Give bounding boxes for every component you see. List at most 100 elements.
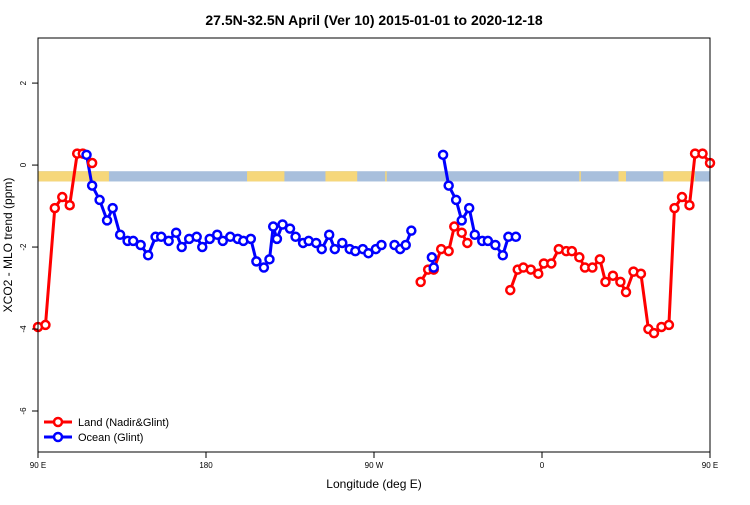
ocean-data-point: [406, 225, 417, 236]
ocean-data-point: [290, 231, 301, 243]
ocean-data-point: [267, 221, 279, 232]
land-data-point: [456, 227, 467, 238]
y-tick-label: 0: [19, 162, 28, 167]
y-axis: 2 0 -2 -4 -6: [19, 80, 38, 415]
ocean-data-point: [114, 229, 126, 241]
ocean-data-point: [251, 256, 262, 267]
ocean-data-point: [490, 239, 501, 251]
x-tick-label: 90 W: [365, 461, 384, 470]
land-ocean-band: [38, 171, 710, 182]
land-data-point: [64, 199, 75, 211]
land-data-point: [415, 276, 426, 288]
land-data-point: [615, 276, 626, 288]
land-data-point: [574, 252, 585, 263]
land-data-point: [663, 319, 675, 331]
land-data-point: [620, 286, 632, 298]
chart-title: 27.5N-32.5N April (Ver 10) 2015-01-01 to…: [205, 12, 542, 28]
ocean-data-point: [176, 241, 187, 253]
ocean-data-point: [245, 233, 257, 245]
x-axis-label: Longitude (deg E): [326, 477, 421, 491]
ocean-band: [38, 171, 710, 182]
x-tick-label: 90 E: [702, 461, 718, 470]
legend-ocean-marker: [52, 431, 64, 443]
ocean-data-point: [329, 243, 341, 255]
land-band-segment: [247, 171, 285, 182]
land-data-point: [697, 148, 708, 159]
y-tick-label: -6: [19, 407, 28, 415]
land-data-point: [49, 202, 61, 214]
y-tick-label: 2: [19, 80, 28, 85]
ocean-data-point: [94, 194, 105, 206]
ocean-data-point: [277, 219, 288, 230]
land-band-segment: [618, 171, 626, 182]
ocean-data-point: [337, 237, 348, 249]
land-data-point: [449, 221, 460, 232]
ocean-data-point: [264, 254, 275, 265]
land-band-segment: [325, 171, 358, 182]
ocean-data-point: [450, 194, 462, 206]
ocean-data-point: [510, 231, 522, 243]
land-data-point: [669, 202, 680, 214]
legend-land-marker: [52, 416, 64, 428]
x-axis: 90 E 180 90 W 0 90 E: [30, 452, 718, 470]
land-data-point: [505, 284, 516, 296]
land-data-point: [684, 199, 695, 211]
ocean-data-point: [271, 233, 283, 245]
ocean-data-point: [443, 180, 454, 191]
ocean-data-point: [211, 229, 223, 241]
y-tick-label: -2: [19, 243, 28, 251]
x-tick-label: 90 E: [30, 461, 46, 470]
ocean-data-point: [142, 249, 154, 261]
ocean-data-point: [204, 233, 215, 245]
ocean-data-point: [258, 262, 270, 273]
ocean-data-point: [482, 235, 494, 247]
ocean-data-point: [363, 247, 374, 259]
ocean-data-point: [437, 149, 449, 161]
ocean-data-point: [217, 235, 229, 247]
ocean-data-point: [155, 231, 167, 243]
land-data-point: [40, 319, 51, 331]
x-tick-label: 180: [199, 461, 213, 470]
land-data-point: [648, 327, 660, 339]
ocean-data-point: [400, 239, 411, 251]
x-tick-label: 0: [540, 461, 545, 470]
ocean-data-point: [135, 239, 146, 251]
land-band-segment: [385, 171, 387, 182]
land-data-point: [594, 254, 606, 265]
ocean-data-point: [323, 229, 335, 241]
y-tick-label: -4: [19, 325, 28, 333]
ocean-data-point: [81, 149, 92, 161]
ocean-data-point: [428, 262, 439, 273]
ocean-data-point: [170, 227, 182, 238]
land-band-segment: [579, 171, 581, 182]
land-data-point: [443, 245, 454, 257]
land-data-point: [546, 258, 557, 269]
ocean-data-point: [426, 252, 438, 263]
land-data-point: [533, 268, 544, 279]
land-data-point: [86, 157, 98, 169]
land-data-point: [635, 268, 647, 279]
land-data-point: [57, 191, 68, 203]
ocean-data-point: [310, 237, 322, 249]
ocean-data-point: [101, 215, 113, 226]
land-data-point: [676, 191, 688, 203]
land-data-point: [607, 270, 619, 281]
ocean-data-point: [316, 243, 327, 255]
y-axis-label: XCO2 - MLO trend (ppm): [1, 178, 15, 313]
ocean-data-point: [197, 241, 208, 253]
land-data-point: [566, 245, 578, 257]
ocean-data-point: [456, 215, 467, 226]
series-points: [32, 148, 716, 339]
land-data-point: [462, 237, 473, 249]
ocean-data-point: [86, 180, 98, 191]
ocean-data-point: [497, 249, 509, 261]
ocean-data-point: [284, 223, 296, 234]
land-data-point: [600, 276, 611, 288]
legend-land-label: Land (Nadir&Glint): [78, 417, 169, 429]
land-band-segment: [663, 171, 696, 182]
legend: Land (Nadir&Glint) Ocean (Glint): [44, 416, 169, 444]
legend-ocean-label: Ocean (Glint): [78, 432, 143, 444]
ocean-data-point: [376, 239, 387, 251]
